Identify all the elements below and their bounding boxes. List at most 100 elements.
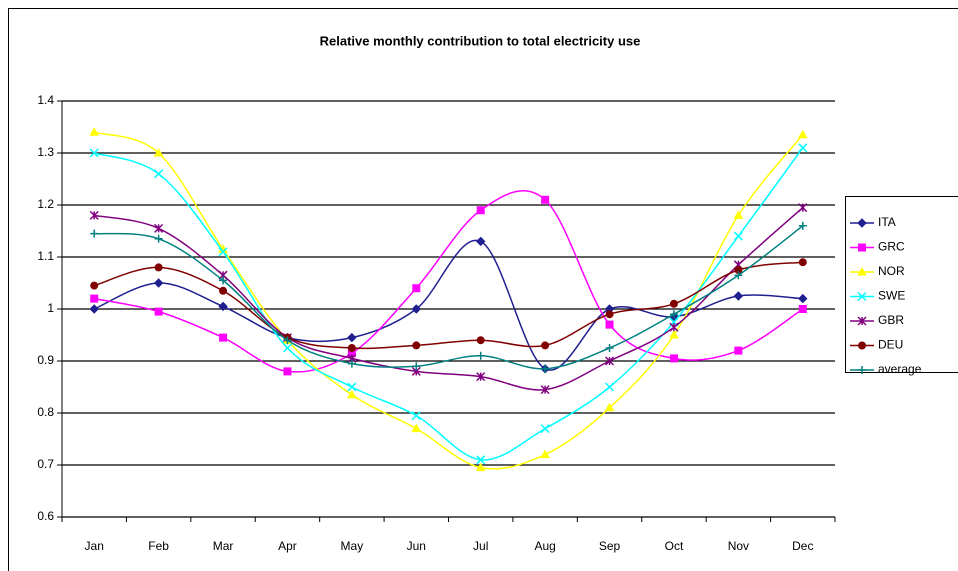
marker	[411, 423, 422, 433]
marker	[154, 263, 163, 272]
legend-label: ITA	[878, 215, 896, 229]
y-tick-label: 0.8	[37, 405, 54, 419]
marker	[476, 455, 486, 465]
marker	[733, 231, 743, 241]
marker	[476, 336, 485, 345]
marker	[604, 402, 615, 412]
legend-label: DEU	[878, 338, 903, 352]
y-tick-label: 1.2	[37, 197, 54, 211]
marker	[412, 284, 421, 293]
y-tick-label: 0.6	[37, 509, 54, 523]
marker	[89, 127, 100, 136]
marker	[347, 389, 357, 399]
marker	[347, 382, 357, 392]
marker	[540, 449, 550, 459]
marker	[798, 221, 807, 230]
series-line	[94, 261, 803, 350]
legend-label: SWE	[878, 289, 905, 303]
legend-label: GBR	[878, 313, 904, 327]
marker	[89, 210, 99, 220]
x-tick-label: Aug	[534, 539, 555, 553]
marker	[605, 382, 615, 392]
chart-frame	[8, 8, 958, 571]
marker	[734, 271, 743, 280]
marker	[219, 286, 228, 295]
marker	[90, 281, 99, 290]
marker	[540, 385, 550, 395]
marker	[541, 341, 550, 350]
marker	[669, 329, 679, 339]
marker	[476, 236, 486, 247]
marker	[858, 341, 866, 350]
chart-title: Relative monthly contribution to total e…	[320, 33, 641, 48]
marker	[798, 293, 808, 304]
x-tick-label: Feb	[148, 539, 169, 553]
marker	[734, 346, 743, 355]
marker	[797, 129, 808, 139]
y-tick-label: 1	[47, 301, 54, 315]
x-tick-label: Sep	[599, 539, 621, 553]
marker	[669, 299, 678, 308]
x-tick-label: Nov	[728, 539, 749, 553]
marker	[154, 234, 163, 243]
marker	[541, 195, 550, 204]
marker	[476, 206, 485, 215]
marker	[541, 364, 550, 373]
marker	[283, 336, 292, 345]
x-tick-label: Jun	[407, 539, 426, 553]
marker	[154, 223, 164, 233]
marker	[540, 424, 550, 434]
marker	[347, 332, 357, 343]
x-tick-label: Jan	[85, 539, 104, 553]
x-tick-label: May	[341, 539, 364, 553]
marker	[412, 362, 421, 371]
marker	[90, 294, 99, 303]
y-tick-label: 0.9	[37, 353, 54, 367]
legend-label: GRC	[878, 240, 905, 254]
marker	[798, 258, 807, 267]
marker	[605, 356, 615, 366]
marker	[857, 218, 867, 228]
marker	[154, 307, 163, 316]
marker	[605, 344, 614, 352]
plot-area	[89, 127, 808, 472]
legend-label: average	[878, 362, 922, 376]
marker	[669, 322, 679, 332]
marker	[283, 367, 292, 376]
marker	[90, 229, 99, 238]
marker	[89, 304, 99, 314]
marker	[476, 372, 486, 382]
marker	[219, 333, 228, 342]
marker	[858, 366, 866, 374]
marker	[605, 320, 614, 329]
marker	[154, 169, 164, 179]
marker	[282, 343, 292, 353]
marker	[218, 247, 228, 257]
series-line	[93, 131, 804, 470]
legend-entries: ITA GRC NOR SWE GBR DEU average	[850, 215, 922, 376]
y-tick-label: 0.7	[37, 457, 54, 471]
marker	[669, 310, 678, 319]
marker	[89, 148, 99, 158]
series-line	[93, 147, 804, 461]
marker	[733, 210, 744, 219]
marker	[412, 341, 421, 350]
legend-label: NOR	[878, 264, 905, 278]
y-tick-label: 1.4	[37, 93, 54, 107]
marker	[218, 301, 228, 312]
marker	[857, 291, 867, 302]
y-tick-label: 1.1	[37, 249, 54, 263]
marker	[219, 276, 228, 285]
marker	[476, 351, 485, 360]
marker	[153, 278, 164, 288]
marker	[733, 291, 744, 301]
marker	[411, 304, 421, 314]
marker	[857, 266, 867, 276]
marker	[347, 344, 356, 352]
marker	[858, 243, 866, 252]
marker	[798, 305, 807, 313]
marker	[475, 462, 486, 472]
marker	[798, 203, 808, 213]
